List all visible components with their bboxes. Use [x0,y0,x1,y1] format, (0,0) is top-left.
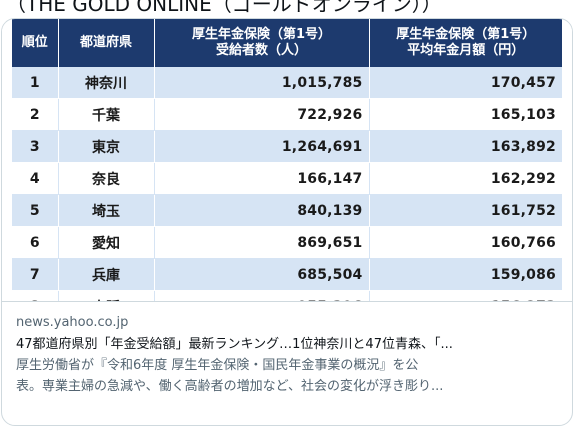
rank-cell: 2 [12,98,59,131]
table-header-row: 順位 都道府県 厚生年金保険（第1号） 受給者数（人） 厚生年金保険（第1号） … [12,19,562,67]
table-row: 7 兵庫 685,504 159,086 [12,258,562,291]
table-row: 6 愛知 869,651 160,766 [12,226,562,259]
recipients-cell: 1,264,691 [154,130,370,163]
average-pension-cell: 160,766 [369,226,562,259]
ranking-table: 順位 都道府県 厚生年金保険（第1号） 受給者数（人） 厚生年金保険（第1号） … [12,19,562,301]
recipients-cell: 685,504 [154,258,370,291]
link-description-line-1: 厚生労働省が『令和6年度 厚生年金保険・国民年金事業の概況』を公 [16,358,419,373]
prefecture-cell: 兵庫 [58,258,155,291]
prefecture-cell: 大阪 [58,290,155,301]
header-prefecture: 都道府県 [58,19,155,67]
recipients-cell: 869,651 [154,226,370,259]
table-row: 4 奈良 166,147 162,292 [12,162,562,195]
rank-cell: 7 [12,258,59,291]
rank-cell: 8 [12,290,59,301]
average-pension-cell: 165,103 [369,98,562,131]
card-image[interactable]: 順位 都道府県 厚生年金保険（第1号） 受給者数（人） 厚生年金保険（第1号） … [2,19,572,301]
recipients-cell: 840,139 [154,194,370,227]
recipients-cell: 955,396 [154,290,370,301]
average-pension-cell: 159,086 [369,258,562,291]
average-pension-cell: 170,457 [369,67,562,99]
average-pension-cell: 156,273 [369,290,562,301]
rank-cell: 3 [12,130,59,163]
rank-cell: 6 [12,226,59,259]
table-row: 2 千葉 722,926 165,103 [12,98,562,131]
prefecture-cell: 埼玉 [58,194,155,227]
prefecture-cell: 愛知 [58,226,155,259]
rank-cell: 1 [12,67,59,99]
rank-cell: 5 [12,194,59,227]
average-pension-cell: 161,752 [369,194,562,227]
table-row: 5 埼玉 840,139 161,752 [12,194,562,227]
link-domain: news.yahoo.co.jp [16,315,129,330]
header-average-pension: 厚生年金保険（第1号） 平均年金月額（円） [369,19,562,67]
link-description-line-2: 表。専業主婦の急減や、働く高齢者の増加など、社会の変化が浮き彫り... [16,379,444,394]
header-recipients-text: 厚生年金保険（第1号） 受給者数（人） [191,27,332,58]
table-row: 3 東京 1,264,691 163,892 [12,130,562,163]
link-card[interactable]: 順位 都道府県 厚生年金保険（第1号） 受給者数（人） 厚生年金保険（第1号） … [1,18,573,426]
header-average-pension-text: 厚生年金保険（第1号） 平均年金月額（円） [396,27,536,58]
prefecture-cell: 神奈川 [58,67,155,99]
average-pension-cell: 163,892 [369,130,562,163]
recipients-cell: 722,926 [154,98,370,131]
rank-cell: 4 [12,162,59,195]
recipients-cell: 166,147 [154,162,370,195]
prefecture-cell: 千葉 [58,98,155,131]
link-headline[interactable]: 47都道府県別「年金受給額」最新ランキング…1位神奈川と47位青森、「... [16,337,453,352]
table-row: 1 神奈川 1,015,785 170,457 [12,67,562,99]
caption-text: （THE GOLD ONLINE（ゴールドオンライン）） [6,0,442,16]
header-rank: 順位 [12,19,59,67]
header-recipients: 厚生年金保険（第1号） 受給者数（人） [154,19,370,67]
prefecture-cell: 東京 [58,130,155,163]
recipients-cell: 1,015,785 [154,67,370,99]
link-card-meta[interactable]: news.yahoo.co.jp 47都道府県別「年金受給額」最新ランキング…1… [2,301,572,425]
average-pension-cell: 162,292 [369,162,562,195]
prefecture-cell: 奈良 [58,162,155,195]
table-row: 8 大阪 955,396 156,273 [12,290,562,301]
